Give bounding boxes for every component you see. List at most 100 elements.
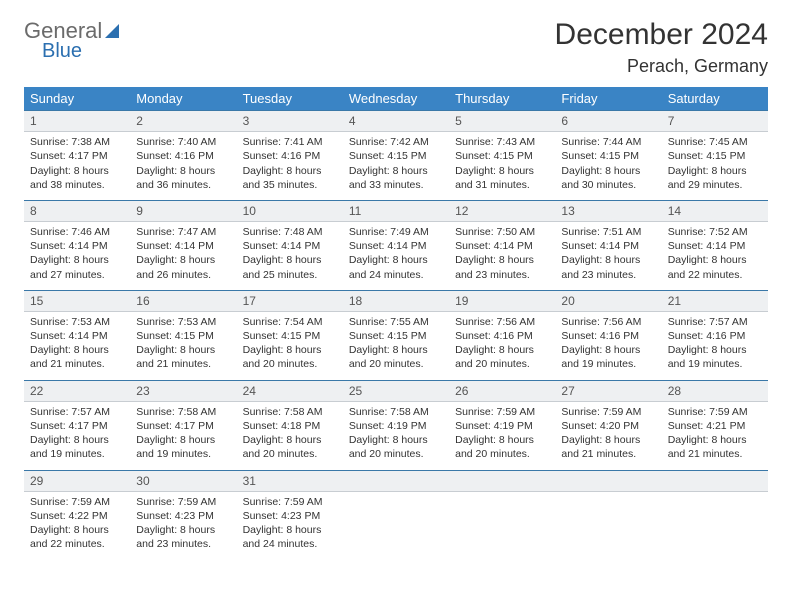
day-cell: 25Sunrise: 7:58 AMSunset: 4:19 PMDayligh… [343, 380, 449, 470]
daylight-text: Daylight: 8 hours and 33 minutes. [349, 164, 443, 192]
day-body: Sunrise: 7:59 AMSunset: 4:21 PMDaylight:… [662, 402, 768, 470]
day-number: 17 [237, 290, 343, 312]
sunrise-text: Sunrise: 7:43 AM [455, 135, 549, 149]
week-row: 8Sunrise: 7:46 AMSunset: 4:14 PMDaylight… [24, 200, 768, 290]
title-block: December 2024 Perach, Germany [555, 18, 768, 77]
sunset-text: Sunset: 4:15 PM [561, 149, 655, 163]
week-row: 29Sunrise: 7:59 AMSunset: 4:22 PMDayligh… [24, 470, 768, 560]
day-number: 31 [237, 470, 343, 492]
day-number [555, 470, 661, 492]
sunrise-text: Sunrise: 7:38 AM [30, 135, 124, 149]
sunrise-text: Sunrise: 7:58 AM [243, 405, 337, 419]
sunset-text: Sunset: 4:15 PM [668, 149, 762, 163]
sunset-text: Sunset: 4:14 PM [455, 239, 549, 253]
day-number: 19 [449, 290, 555, 312]
day-cell: 27Sunrise: 7:59 AMSunset: 4:20 PMDayligh… [555, 380, 661, 470]
day-number: 15 [24, 290, 130, 312]
logo-text-line2: Blue [42, 40, 119, 63]
daylight-text: Daylight: 8 hours and 20 minutes. [455, 433, 549, 461]
daylight-text: Daylight: 8 hours and 24 minutes. [243, 523, 337, 551]
sunset-text: Sunset: 4:14 PM [136, 239, 230, 253]
daylight-text: Daylight: 8 hours and 29 minutes. [668, 164, 762, 192]
sunset-text: Sunset: 4:15 PM [455, 149, 549, 163]
sunrise-text: Sunrise: 7:44 AM [561, 135, 655, 149]
month-title: December 2024 [555, 18, 768, 52]
day-number: 27 [555, 380, 661, 402]
week-row: 15Sunrise: 7:53 AMSunset: 4:14 PMDayligh… [24, 290, 768, 380]
weekday-header: Sunday [24, 87, 130, 110]
day-cell: 29Sunrise: 7:59 AMSunset: 4:22 PMDayligh… [24, 470, 130, 560]
daylight-text: Daylight: 8 hours and 19 minutes. [668, 343, 762, 371]
day-body: Sunrise: 7:56 AMSunset: 4:16 PMDaylight:… [555, 312, 661, 380]
day-cell: 22Sunrise: 7:57 AMSunset: 4:17 PMDayligh… [24, 380, 130, 470]
sunrise-text: Sunrise: 7:59 AM [243, 495, 337, 509]
sunrise-text: Sunrise: 7:48 AM [243, 225, 337, 239]
sunset-text: Sunset: 4:17 PM [30, 419, 124, 433]
daylight-text: Daylight: 8 hours and 20 minutes. [455, 343, 549, 371]
sunrise-text: Sunrise: 7:58 AM [349, 405, 443, 419]
week-row: 1Sunrise: 7:38 AMSunset: 4:17 PMDaylight… [24, 110, 768, 200]
weekday-header-row: Sunday Monday Tuesday Wednesday Thursday… [24, 87, 768, 110]
day-body: Sunrise: 7:58 AMSunset: 4:19 PMDaylight:… [343, 402, 449, 470]
sunrise-text: Sunrise: 7:54 AM [243, 315, 337, 329]
day-number: 1 [24, 110, 130, 132]
day-number: 11 [343, 200, 449, 222]
day-body [449, 492, 555, 554]
day-body: Sunrise: 7:50 AMSunset: 4:14 PMDaylight:… [449, 222, 555, 290]
sunrise-text: Sunrise: 7:45 AM [668, 135, 762, 149]
sunrise-text: Sunrise: 7:53 AM [136, 315, 230, 329]
day-cell: 1 Sunrise: 7:38 AMSunset: 4:17 PMDaylight… [24, 110, 130, 200]
day-number: 12 [449, 200, 555, 222]
sunrise-text: Sunrise: 7:50 AM [455, 225, 549, 239]
day-body: Sunrise: 7:51 AMSunset: 4:14 PMDaylight:… [555, 222, 661, 290]
sunrise-text: Sunrise: 7:56 AM [561, 315, 655, 329]
day-body: Sunrise: 7:43 AMSunset: 4:15 PMDaylight:… [449, 132, 555, 200]
sunset-text: Sunset: 4:17 PM [30, 149, 124, 163]
daylight-text: Daylight: 8 hours and 20 minutes. [349, 433, 443, 461]
day-cell: 6Sunrise: 7:44 AMSunset: 4:15 PMDaylight… [555, 110, 661, 200]
sunrise-text: Sunrise: 7:51 AM [561, 225, 655, 239]
day-cell: 2Sunrise: 7:40 AMSunset: 4:16 PMDaylight… [130, 110, 236, 200]
weekday-header: Monday [130, 87, 236, 110]
day-number: 16 [130, 290, 236, 312]
daylight-text: Daylight: 8 hours and 36 minutes. [136, 164, 230, 192]
sunset-text: Sunset: 4:16 PM [668, 329, 762, 343]
day-cell [449, 470, 555, 560]
day-cell: 3Sunrise: 7:41 AMSunset: 4:16 PMDaylight… [237, 110, 343, 200]
logo-triangle-icon [105, 24, 119, 38]
day-number: 8 [24, 200, 130, 222]
day-cell: 28Sunrise: 7:59 AMSunset: 4:21 PMDayligh… [662, 380, 768, 470]
daylight-text: Daylight: 8 hours and 21 minutes. [30, 343, 124, 371]
day-cell: 24Sunrise: 7:58 AMSunset: 4:18 PMDayligh… [237, 380, 343, 470]
sunrise-text: Sunrise: 7:52 AM [668, 225, 762, 239]
day-number [449, 470, 555, 492]
daylight-text: Daylight: 8 hours and 38 minutes. [30, 164, 124, 192]
day-number: 22 [24, 380, 130, 402]
day-number: 23 [130, 380, 236, 402]
sunset-text: Sunset: 4:14 PM [30, 329, 124, 343]
weekday-header: Tuesday [237, 87, 343, 110]
sunset-text: Sunset: 4:17 PM [136, 419, 230, 433]
daylight-text: Daylight: 8 hours and 19 minutes. [136, 433, 230, 461]
daylight-text: Daylight: 8 hours and 22 minutes. [30, 523, 124, 551]
day-number: 14 [662, 200, 768, 222]
sunset-text: Sunset: 4:14 PM [30, 239, 124, 253]
logo-block: General Blue [24, 18, 119, 63]
day-body: Sunrise: 7:55 AMSunset: 4:15 PMDaylight:… [343, 312, 449, 380]
daylight-text: Daylight: 8 hours and 21 minutes. [561, 433, 655, 461]
day-number: 24 [237, 380, 343, 402]
weekday-header: Saturday [662, 87, 768, 110]
sunrise-text: Sunrise: 7:53 AM [30, 315, 124, 329]
sunset-text: Sunset: 4:14 PM [243, 239, 337, 253]
sunset-text: Sunset: 4:14 PM [561, 239, 655, 253]
day-cell: 4Sunrise: 7:42 AMSunset: 4:15 PMDaylight… [343, 110, 449, 200]
daylight-text: Daylight: 8 hours and 20 minutes. [349, 343, 443, 371]
day-body: Sunrise: 7:59 AMSunset: 4:23 PMDaylight:… [130, 492, 236, 560]
daylight-text: Daylight: 8 hours and 21 minutes. [668, 433, 762, 461]
sunrise-text: Sunrise: 7:57 AM [668, 315, 762, 329]
day-body: Sunrise: 7:59 AMSunset: 4:22 PMDaylight:… [24, 492, 130, 560]
day-number: 4 [343, 110, 449, 132]
daylight-text: Daylight: 8 hours and 20 minutes. [243, 343, 337, 371]
day-number [662, 470, 768, 492]
sunrise-text: Sunrise: 7:42 AM [349, 135, 443, 149]
